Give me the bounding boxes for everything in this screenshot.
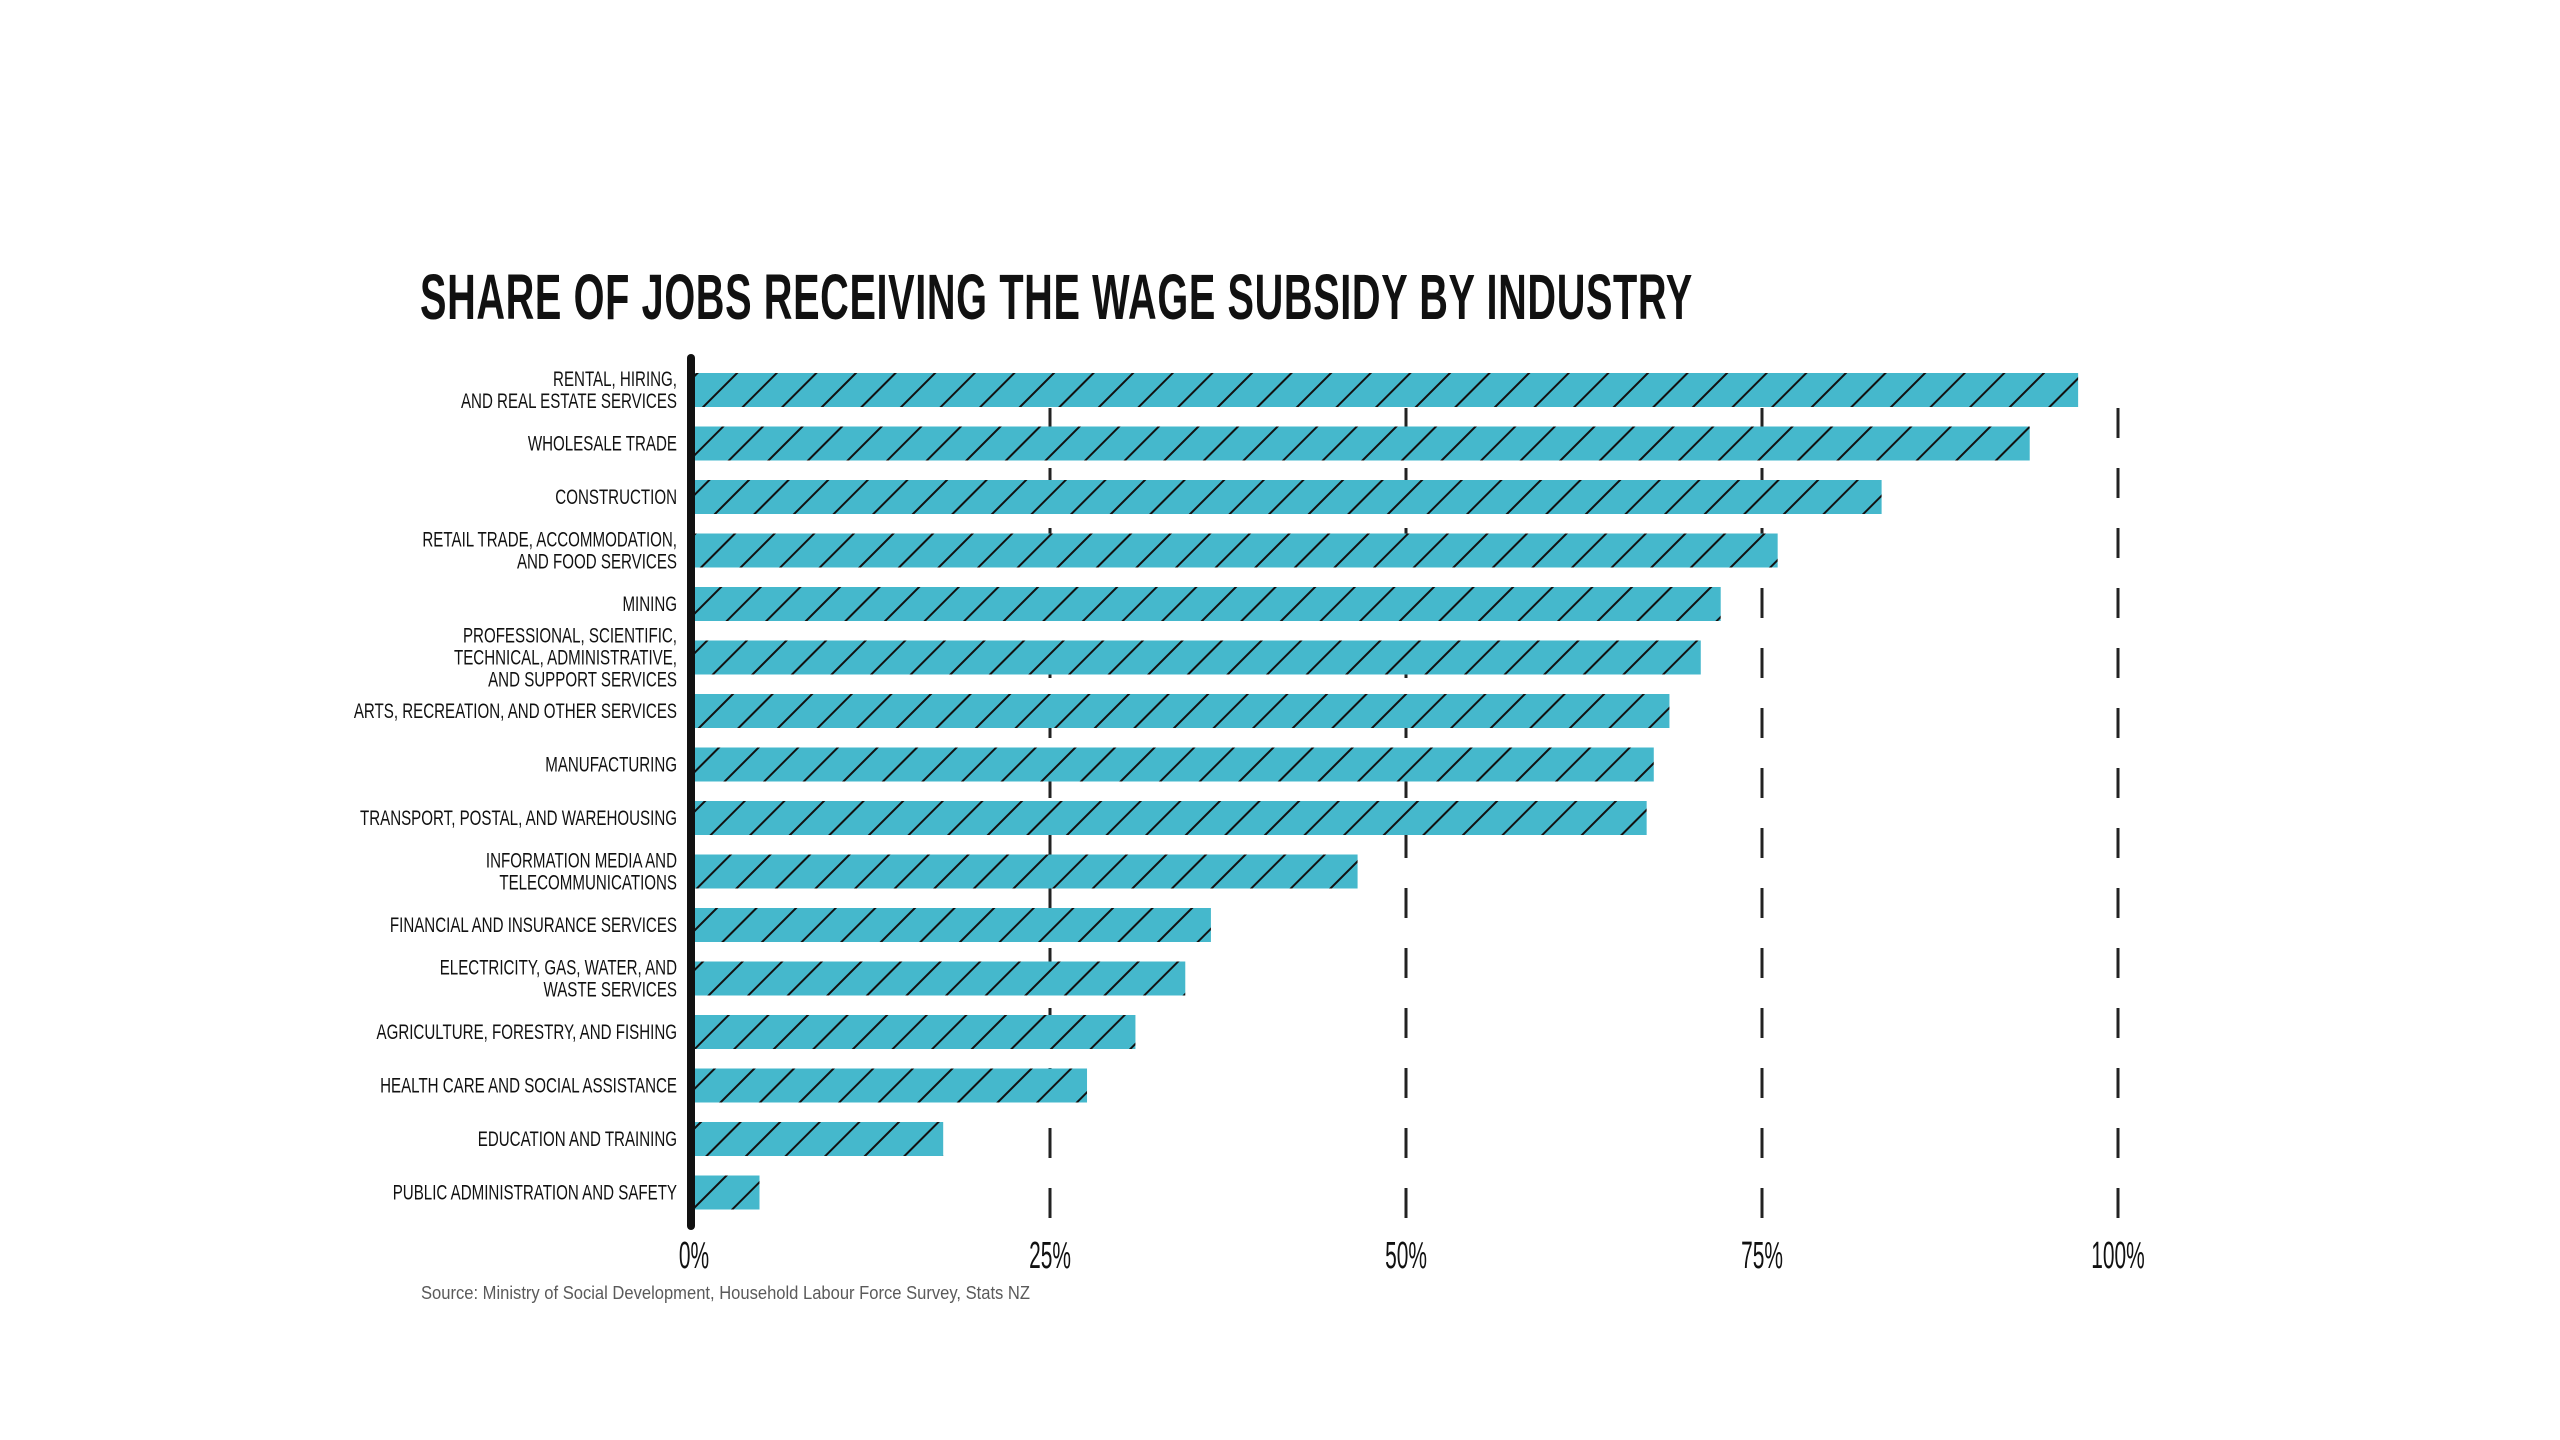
category-label-line: TRANSPORT, POSTAL, AND WAREHOUSING bbox=[360, 805, 677, 829]
category-label: RETAIL TRADE, ACCOMMODATION, AND FOOD SER… bbox=[422, 527, 677, 573]
bar-10 bbox=[694, 908, 1211, 942]
x-tick-label: 100% bbox=[2091, 1235, 2144, 1277]
bar-12 bbox=[694, 1015, 1136, 1049]
category-label-line: MANUFACTURING bbox=[545, 752, 677, 776]
category-label-line: INFORMATION MEDIA AND bbox=[486, 848, 677, 872]
bar-1 bbox=[694, 426, 2030, 461]
category-label-line: PUBLIC ADMINISTRATION AND SAFETY bbox=[393, 1180, 677, 1204]
category-label-line: AGRICULTURE, FORESTRY, AND FISHING bbox=[376, 1019, 677, 1043]
bar-6 bbox=[694, 694, 1670, 728]
category-label: INFORMATION MEDIA AND TELECOMMUNICATIONS bbox=[486, 848, 677, 894]
bar-5 bbox=[694, 640, 1701, 675]
category-label-line: WHOLESALE TRADE bbox=[528, 431, 677, 455]
category-label-line: PROFESSIONAL, SCIENTIFIC, bbox=[463, 623, 677, 647]
category-label: PUBLIC ADMINISTRATION AND SAFETY bbox=[393, 1180, 677, 1204]
x-tick-label: 25% bbox=[1029, 1235, 1071, 1277]
chart-title: SHARE OF JOBS RECEIVING THE WAGE SUBSIDY… bbox=[420, 261, 1693, 333]
category-label-line: ARTS, RECREATION, AND OTHER SERVICES bbox=[354, 698, 677, 722]
bar-9 bbox=[694, 854, 1358, 889]
x-tick-labels: 0% 25% 50% 75% 100% bbox=[679, 1235, 2145, 1277]
bar-8 bbox=[694, 801, 1647, 835]
source-note: Source: Ministry of Social Development, … bbox=[421, 1283, 1031, 1303]
category-label: MANUFACTURING bbox=[545, 752, 677, 776]
category-label: ELECTRICITY, GAS, WATER, AND WASTE SERVIC… bbox=[440, 955, 677, 1001]
x-tick-label: 0% bbox=[679, 1235, 709, 1277]
category-label-line: TELECOMMUNICATIONS bbox=[499, 870, 677, 894]
x-tick-label: 50% bbox=[1385, 1235, 1427, 1277]
category-label-line: RETAIL TRADE, ACCOMMODATION, bbox=[422, 527, 677, 551]
category-label-line: ELECTRICITY, GAS, WATER, AND bbox=[440, 955, 677, 979]
category-labels: RENTAL, HIRING, AND REAL ESTATE SERVICES W… bbox=[354, 366, 677, 1204]
category-label-line: MINING bbox=[622, 591, 677, 615]
category-label: AGRICULTURE, FORESTRY, AND FISHING bbox=[376, 1019, 677, 1043]
category-label-line: FINANCIAL AND INSURANCE SERVICES bbox=[390, 912, 677, 936]
bar-2 bbox=[694, 480, 1882, 514]
category-label-line: HEALTH CARE AND SOCIAL ASSISTANCE bbox=[380, 1073, 677, 1097]
bar-0 bbox=[694, 373, 2079, 407]
x-tick-label: 75% bbox=[1741, 1235, 1783, 1277]
category-label: WHOLESALE TRADE bbox=[528, 431, 677, 455]
category-label: EDUCATION AND TRAINING bbox=[478, 1126, 677, 1150]
category-label-line: TECHNICAL, ADMINISTRATIVE, bbox=[454, 645, 677, 669]
category-label-line: AND SUPPORT SERVICES bbox=[488, 667, 677, 691]
category-label: HEALTH CARE AND SOCIAL ASSISTANCE bbox=[380, 1073, 677, 1097]
category-label: RENTAL, HIRING, AND REAL ESTATE SERVICES bbox=[461, 366, 677, 412]
bar-13 bbox=[694, 1068, 1088, 1103]
bars bbox=[694, 373, 2079, 1210]
category-label: TRANSPORT, POSTAL, AND WAREHOUSING bbox=[360, 805, 677, 829]
category-label-line: AND FOOD SERVICES bbox=[517, 549, 677, 573]
category-label-line: CONSTRUCTION bbox=[555, 484, 677, 508]
category-label: PROFESSIONAL, SCIENTIFIC, TECHNICAL, ADMI… bbox=[454, 623, 677, 691]
bar-3 bbox=[694, 533, 1778, 568]
bar-4 bbox=[694, 587, 1721, 621]
category-label: ARTS, RECREATION, AND OTHER SERVICES bbox=[354, 698, 677, 722]
category-label-line: AND REAL ESTATE SERVICES bbox=[461, 388, 677, 412]
category-label: CONSTRUCTION bbox=[555, 484, 677, 508]
category-label-line: RENTAL, HIRING, bbox=[553, 366, 677, 390]
category-label-line: EDUCATION AND TRAINING bbox=[478, 1126, 677, 1150]
bar-15 bbox=[694, 1175, 760, 1210]
category-label: FINANCIAL AND INSURANCE SERVICES bbox=[390, 912, 677, 936]
bar-7 bbox=[694, 747, 1654, 782]
category-label-line: WASTE SERVICES bbox=[544, 977, 677, 1001]
bar-14 bbox=[694, 1122, 944, 1156]
category-label: MINING bbox=[622, 591, 677, 615]
bar-11 bbox=[694, 961, 1186, 996]
